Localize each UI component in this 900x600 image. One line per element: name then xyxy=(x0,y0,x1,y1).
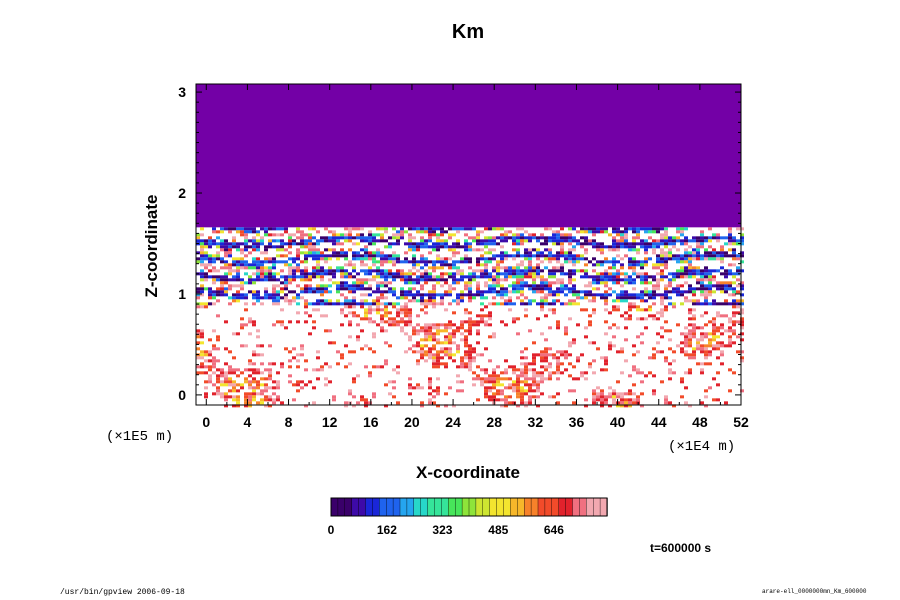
y-axis-label: Z-coordinate xyxy=(142,195,161,298)
colorbar-swatch xyxy=(448,497,456,517)
colorbar-swatch xyxy=(330,497,339,517)
x-tick-label: 20 xyxy=(404,414,420,430)
colorbar-frame xyxy=(330,497,608,517)
x-tick-label: 40 xyxy=(610,414,626,430)
colorbar-swatch xyxy=(365,497,374,517)
colorbar-swatch xyxy=(406,497,415,517)
colorbar-swatch xyxy=(441,497,449,517)
colorbar-tick-label: 162 xyxy=(377,523,397,537)
colorbar-swatch xyxy=(468,497,477,517)
heatmap-cells xyxy=(196,227,744,408)
x-tick-label: 48 xyxy=(692,414,708,430)
colorbar xyxy=(330,497,608,517)
colorbar-tick-label: 646 xyxy=(544,523,564,537)
colorbar-swatch xyxy=(455,497,463,517)
y-tick-label: 0 xyxy=(178,387,186,403)
footer-right: arare-ell_0000000mn_Km_600000 xyxy=(762,588,867,595)
x-tick-label: 52 xyxy=(733,414,749,430)
x-scale-note: (×1E4 m) xyxy=(668,439,735,455)
colorbar-swatch xyxy=(372,497,380,517)
colorbar-swatch xyxy=(599,497,608,517)
colorbar-swatch xyxy=(386,497,394,517)
colorbar-swatch xyxy=(496,497,505,517)
y-tick-label: 2 xyxy=(178,185,186,201)
colorbar-swatch xyxy=(379,497,387,517)
colorbar-swatch xyxy=(461,497,470,517)
x-tick-label: 28 xyxy=(486,414,502,430)
colorbar-tick-label: 323 xyxy=(432,523,452,537)
colorbar-swatch xyxy=(579,497,588,517)
colorbar-tick-label: 0 xyxy=(328,523,335,537)
colorbar-swatch xyxy=(503,497,512,517)
footer-left: /usr/bin/gpview 2006-09-18 xyxy=(60,588,185,597)
y-scale-note: (×1E5 m) xyxy=(106,429,173,445)
plot-frame xyxy=(195,83,742,406)
x-tick-label: 44 xyxy=(651,414,667,430)
y-axis-ticks: 0 1 2 3 xyxy=(178,84,741,403)
colorbar-swatch xyxy=(537,497,546,517)
x-axis-label: X-coordinate xyxy=(416,463,520,482)
x-tick-label: 32 xyxy=(528,414,544,430)
x-tick-label: 8 xyxy=(285,414,293,430)
x-tick-label: 16 xyxy=(363,414,379,430)
x-tick-label: 36 xyxy=(569,414,585,430)
colorbar-swatch xyxy=(593,497,601,517)
colorbar-swatch xyxy=(420,497,429,517)
colorbar-swatch xyxy=(399,497,408,517)
colorbar-ticks: 0 162 323 485 646 xyxy=(328,523,565,537)
colorbar-swatch xyxy=(344,497,353,517)
top-uniform-band xyxy=(196,84,741,228)
colorbar-swatch xyxy=(524,497,532,517)
colorbar-swatch xyxy=(510,497,518,517)
colorbar-swatch xyxy=(489,497,498,517)
colorbar-swatch xyxy=(544,497,553,517)
x-tick-label: 12 xyxy=(322,414,338,430)
y-tick-label: 1 xyxy=(178,286,186,302)
colorbar-swatch xyxy=(558,497,567,517)
colorbar-swatch xyxy=(475,497,484,517)
colorbar-swatch xyxy=(586,497,594,517)
colorbar-swatch xyxy=(551,497,560,517)
x-tick-label: 0 xyxy=(202,414,210,430)
colorbar-swatch xyxy=(351,497,360,517)
x-axis-ticks: 0 4 8 12 16 20 24 28 32 36 40 44 48 52 xyxy=(202,84,749,430)
colorbar-swatch xyxy=(413,497,422,517)
colorbar-swatch xyxy=(358,497,367,517)
colorbar-swatch xyxy=(392,497,401,517)
colorbar-swatch xyxy=(517,497,525,517)
heatmap-field xyxy=(196,84,744,408)
colorbar-swatch xyxy=(530,497,539,517)
colorbar-swatch xyxy=(337,497,346,517)
chart-title: Km xyxy=(452,21,484,43)
colorbar-swatch xyxy=(572,497,581,517)
x-tick-label: 24 xyxy=(445,414,461,430)
time-label: t=600000 s xyxy=(650,541,711,555)
colorbar-swatch xyxy=(427,497,436,517)
x-tick-label: 4 xyxy=(244,414,252,430)
y-tick-label: 3 xyxy=(178,84,186,100)
colorbar-swatch xyxy=(565,497,574,517)
colorbar-swatch xyxy=(482,497,491,517)
colorbar-tick-label: 485 xyxy=(488,523,508,537)
colorbar-swatch xyxy=(434,497,443,517)
